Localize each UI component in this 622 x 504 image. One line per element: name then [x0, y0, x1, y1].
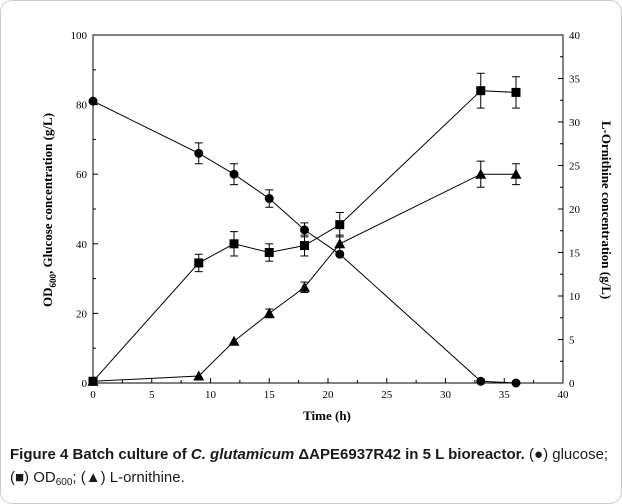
- series-circle: [88, 96, 521, 388]
- data-point-square: [264, 248, 274, 257]
- plot-frame: [92, 34, 564, 384]
- x-axis-title: Time (h): [303, 408, 351, 423]
- caption-legend-glucose: (●) glucose; (■) OD: [10, 446, 609, 486]
- left-y-tick-label: 0: [82, 378, 88, 390]
- right-y-tick-label: 35: [569, 74, 581, 86]
- x-tick-label: 5: [149, 389, 155, 401]
- x-tick-label: 15: [264, 389, 276, 401]
- data-point-circle: [335, 249, 345, 259]
- caption-legend-od-subscript: 600: [55, 477, 73, 488]
- caption-label: Figure 4: [10, 446, 69, 463]
- caption-title-a: Batch culture of: [68, 446, 191, 463]
- left-y-axis-title-rest: , Glucose concentration (g/L): [40, 113, 55, 274]
- right-y-axis-ticks: 0 5 10 15 20 25 30 35 40: [558, 30, 581, 390]
- x-tick-label: 20: [323, 389, 335, 401]
- right-y-tick-label: 30: [569, 117, 581, 129]
- data-point-square: [511, 87, 521, 97]
- batch-culture-chart: 0 5 10 15 20 25 30 35 40 0 20 40 60 80 100 0 5 10 15 20 25…: [40, 30, 614, 423]
- data-point-circle: [88, 96, 98, 106]
- data-point-square: [300, 241, 309, 251]
- x-tick-label: 10: [205, 389, 217, 401]
- data-point-circle: [511, 378, 521, 388]
- x-tick-label: 35: [499, 389, 511, 401]
- left-y-tick-label: 60: [76, 169, 88, 181]
- data-point-triangle: [475, 168, 487, 179]
- data-point-triangle: [263, 307, 275, 318]
- figure-caption: Figure 4 Batch culture of C. glutamicum …: [10, 443, 610, 491]
- right-y-axis-title: L-Ornithine concentration (g/L): [599, 121, 614, 299]
- data-point-circle: [264, 194, 274, 204]
- left-y-tick-label: 80: [76, 100, 88, 112]
- data-point-triangle: [193, 370, 205, 381]
- right-y-tick-label: 5: [569, 335, 575, 347]
- right-y-tick-label: 0: [569, 378, 575, 390]
- left-y-axis-ticks: 0 20 40 60 80 100: [71, 30, 98, 390]
- right-y-tick-label: 40: [569, 30, 581, 42]
- data-point-circle: [194, 148, 204, 158]
- series-line-circle: [92, 100, 517, 384]
- left-y-axis-title-od: OD: [40, 288, 55, 308]
- left-y-tick-label: 100: [71, 30, 88, 42]
- series-triangle: [87, 160, 522, 386]
- data-point-square: [335, 220, 345, 230]
- plot-border: [92, 34, 564, 384]
- caption-title-b: ΔAPE6937R42 in 5 L bioreactor.: [294, 446, 525, 463]
- caption-species: C. glutamicum: [190, 446, 295, 463]
- left-y-tick-label: 20: [76, 308, 88, 320]
- data-point-circle: [300, 225, 309, 235]
- left-y-tick-label: 40: [76, 239, 88, 251]
- data-point-square: [476, 86, 486, 96]
- series-line-square: [92, 90, 517, 382]
- left-y-axis-title-subscript: 600: [48, 274, 58, 288]
- data-point-circle: [229, 169, 239, 179]
- x-axis-ticks: 0 5 10 15 20 25 30 35 40: [90, 378, 569, 401]
- right-y-tick-label: 25: [569, 161, 581, 173]
- data-point-square: [229, 239, 239, 249]
- data-point-square: [194, 258, 204, 268]
- data-point-triangle: [228, 335, 240, 346]
- data-point-triangle: [510, 168, 522, 179]
- series-layer: [87, 72, 522, 388]
- data-point-triangle: [334, 238, 346, 249]
- series-line-triangle: [92, 173, 516, 382]
- data-point-triangle: [299, 281, 310, 292]
- right-y-tick-label: 20: [569, 204, 581, 216]
- right-y-tick-label: 15: [569, 248, 581, 260]
- x-tick-label: 30: [440, 389, 452, 401]
- data-point-circle: [476, 376, 486, 386]
- x-tick-label: 40: [558, 389, 570, 401]
- x-tick-label: 0: [90, 389, 96, 401]
- right-y-tick-label: 10: [569, 291, 581, 303]
- left-y-axis-title: OD600, Glucose concentration (g/L): [40, 113, 58, 307]
- x-tick-label: 25: [381, 389, 393, 401]
- caption-legend-rest: ; (▲) L-ornithine.: [72, 469, 185, 486]
- data-point-triangle: [87, 375, 99, 386]
